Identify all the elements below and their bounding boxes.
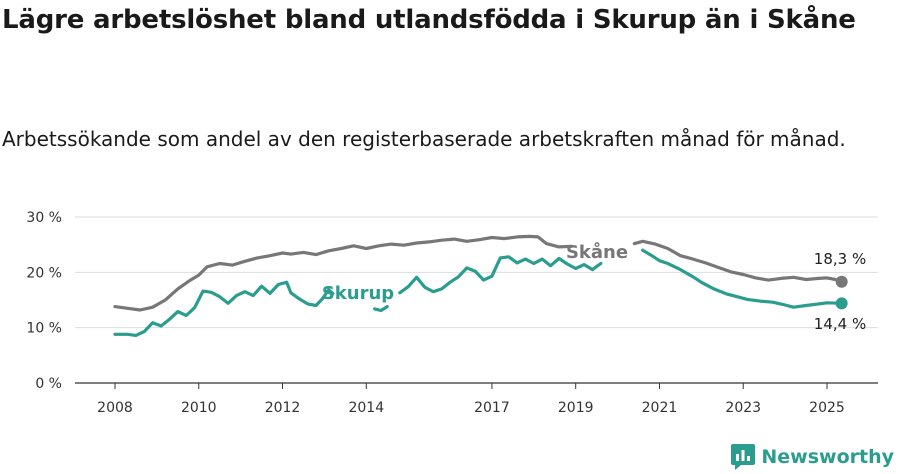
x-tick-label: 2010 [181, 400, 217, 416]
series-labels: Skåne Skurup 18,3 % 14,4 % [322, 241, 866, 333]
skurup-end-point [835, 297, 848, 310]
skurup-series-line [113, 280, 335, 337]
y-tick-label: 30 % [26, 210, 62, 226]
skane-end-point [835, 275, 848, 288]
skurup-series-label: Skurup [322, 283, 394, 304]
chart-subtitle: Arbetssökande som andel av den registerb… [2, 127, 846, 151]
y-tick-label: 0 % [35, 376, 62, 392]
chart-title: Lägre arbetslöshet bland utlandsfödda i … [2, 5, 856, 35]
x-tick-label: 2017 [474, 400, 510, 416]
x-axis: 2008 2010 2012 2014 2017 2019 2021 2023 2025 [75, 382, 878, 416]
skurup-end-value-label: 14,4 % [814, 315, 866, 333]
skurup-series-line [641, 248, 844, 309]
series-lines [113, 234, 848, 337]
x-tick-label: 2014 [348, 400, 384, 416]
x-tick-label: 2025 [809, 400, 845, 416]
skane-series-line [632, 239, 844, 284]
y-axis-ticks: 0 % 10 % 20 % 30 % [26, 210, 62, 392]
x-tick-label: 2021 [642, 400, 678, 416]
x-tick-label: 2008 [97, 400, 133, 416]
x-tick-label: 2023 [725, 400, 761, 416]
y-tick-label: 20 % [26, 265, 62, 281]
skane-end-value-label: 18,3 % [814, 250, 866, 268]
x-tick-label: 2019 [558, 400, 594, 416]
brand: Newsworthy [731, 444, 894, 470]
skane-series-label: Skåne [566, 241, 628, 263]
x-tick-label: 2012 [265, 400, 301, 416]
y-tick-label: 10 % [26, 321, 62, 337]
newsworthy-logo-icon [731, 444, 756, 470]
brand-name: Newsworthy [761, 446, 894, 468]
skurup-series-line [398, 255, 603, 295]
skane-series-line [113, 234, 574, 312]
skurup-series-line [373, 305, 389, 313]
